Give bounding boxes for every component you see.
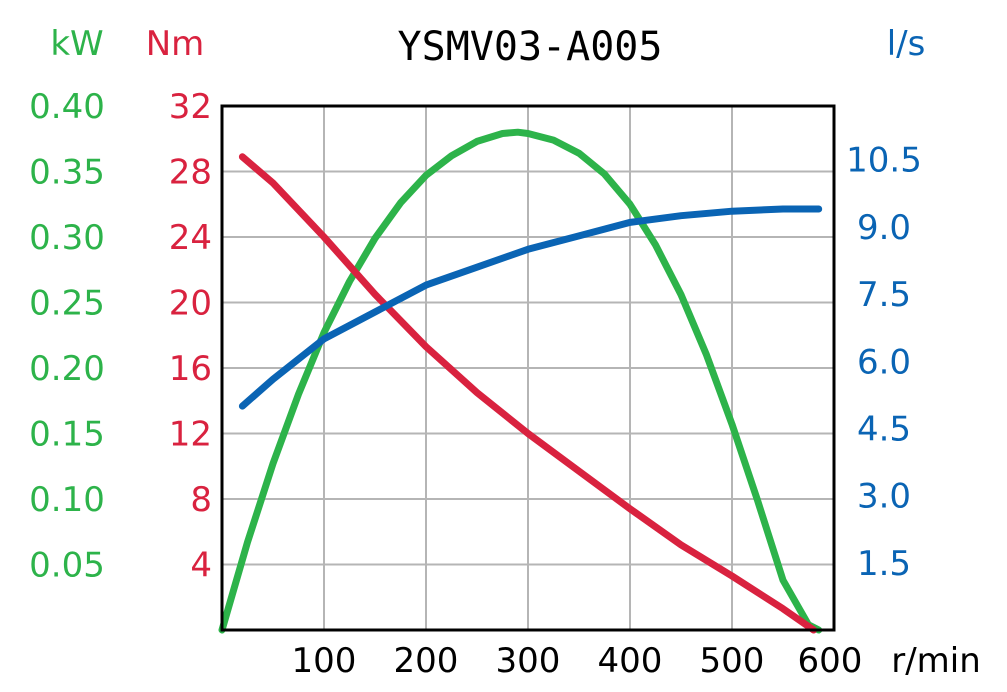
series-layer	[218, 128, 823, 634]
nm-tick-label: 24	[169, 218, 212, 258]
ls-tick-label: 6.0	[857, 342, 911, 382]
grid-lines	[222, 106, 834, 630]
nm-tick-label: 28	[169, 153, 212, 193]
ls-tick-label: 4.5	[857, 409, 911, 449]
nm-tick-label: 4	[190, 546, 212, 586]
kw-axis-label: kW	[50, 24, 103, 64]
kw-tick-label: 0.40	[29, 87, 105, 127]
kw-series-line	[218, 128, 823, 634]
kw-tick-label: 0.35	[29, 153, 105, 193]
nm-tick-label: 32	[169, 87, 212, 127]
ls-tick-label: 9.0	[857, 208, 911, 248]
kw-tick-label: 0.05	[29, 546, 105, 586]
nm-series-line	[238, 153, 818, 634]
ls-axis-label: l/s	[887, 24, 926, 64]
kw-tick-label: 0.10	[29, 480, 105, 520]
x-axis-label: r/min	[891, 641, 981, 681]
ls-series-line	[238, 205, 823, 410]
x-tick-label: 200	[394, 641, 459, 681]
ls-tick-label: 10.5	[846, 141, 922, 181]
chart-title: YSMV03-A005	[398, 24, 663, 70]
x-tick-label: 500	[700, 641, 765, 681]
nm-tick-label: 12	[169, 415, 212, 455]
x-tick-label: 400	[598, 641, 663, 681]
x-tick-label: 300	[496, 641, 561, 681]
plot-frame	[220, 104, 836, 632]
nm-tick-label: 8	[190, 480, 212, 520]
kw-tick-label: 0.25	[29, 284, 105, 324]
ls-tick-label: 7.5	[857, 275, 911, 315]
ls-tick-label: 3.0	[857, 477, 911, 517]
kw-tick-label: 0.15	[29, 415, 105, 455]
nm-axis-label: Nm	[146, 24, 205, 64]
kw-tick-label: 0.30	[29, 218, 105, 258]
ls-tick-label: 1.5	[857, 544, 911, 584]
nm-tick-label: 16	[169, 349, 212, 389]
tick-labels: 100 200 300 400 500 600 0.40 0.35 0.30 0.25 0.20 0.…	[29, 87, 922, 681]
x-tick-label: 100	[292, 641, 357, 681]
x-tick-label: 600	[798, 641, 863, 681]
nm-tick-label: 20	[169, 284, 212, 324]
kw-tick-label: 0.20	[29, 349, 105, 389]
